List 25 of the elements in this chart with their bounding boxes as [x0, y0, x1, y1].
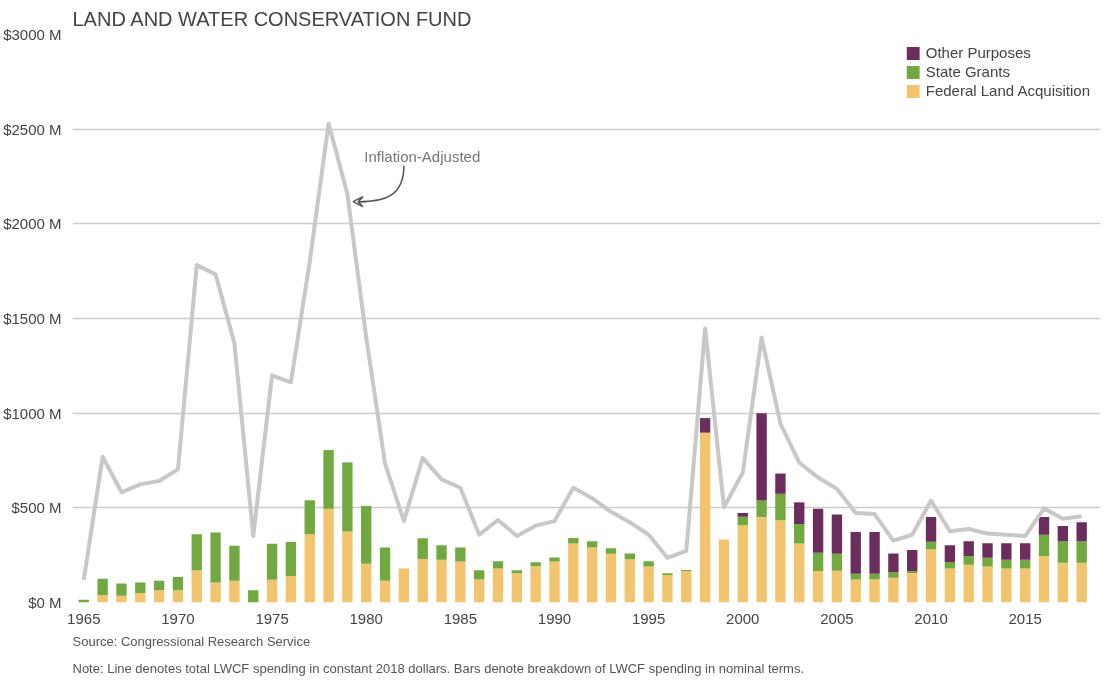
x-tick-label: 2015 [1008, 609, 1042, 627]
text: Note: Line denotes total LWCF spending in constant 2018 dollars. Bars denote breakdown of LWCF spending in nominal terms. [72, 660, 805, 676]
y-tick-label: $2500 M [3, 120, 62, 138]
x-tick-label: 1985 [443, 609, 478, 627]
x-tick-label: 1970 [161, 609, 195, 627]
x-tick-label: 1990 [537, 609, 572, 627]
y-tick-label: $3000 M [3, 26, 62, 43]
source-note: Source: Congressional Research Service [72, 633, 311, 649]
legend-label: State Grants [925, 63, 1010, 80]
y-tick-label: $1000 M [3, 404, 62, 422]
legend-label: Other Purposes [925, 44, 1031, 61]
x-tick-label: 1980 [349, 609, 383, 627]
x-tick-label: 2010 [914, 609, 948, 627]
x-tick-label: 1965 [67, 609, 101, 627]
x-tick-label: 2000 [726, 609, 760, 627]
x-tick-label: 1975 [255, 609, 289, 627]
y-tick-label: $1500 M [3, 310, 62, 327]
x-tick-label: 2005 [820, 609, 854, 627]
y-tick-label: $2000 M [3, 215, 62, 233]
y-tick-label: $500 M [11, 499, 62, 517]
x-tick-label: 1995 [631, 609, 666, 627]
legend-label: Federal Land Acquisition [925, 82, 1090, 99]
y-tick-label: $0 M [28, 594, 62, 611]
annotation: Inflation-Adjusted [364, 147, 481, 165]
chart-title: LAND AND WATER CONSERVATION FUND [72, 7, 472, 30]
